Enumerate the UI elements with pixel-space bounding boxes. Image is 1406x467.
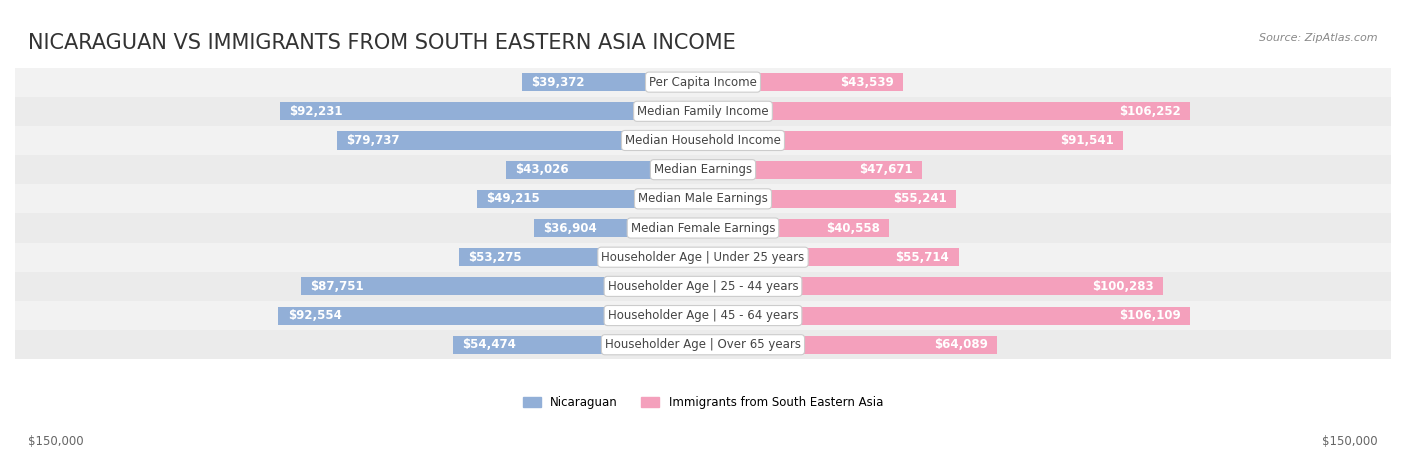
Text: $54,474: $54,474 xyxy=(463,338,516,351)
Bar xyxy=(301,277,703,296)
Text: $40,558: $40,558 xyxy=(825,221,880,234)
Text: Householder Age | Under 25 years: Householder Age | Under 25 years xyxy=(602,251,804,264)
Text: Per Capita Income: Per Capita Income xyxy=(650,76,756,89)
Text: $150,000: $150,000 xyxy=(1322,435,1378,448)
Bar xyxy=(15,301,1391,330)
Text: NICARAGUAN VS IMMIGRANTS FROM SOUTH EASTERN ASIA INCOME: NICARAGUAN VS IMMIGRANTS FROM SOUTH EAST… xyxy=(28,33,735,53)
Bar xyxy=(15,97,1391,126)
Bar xyxy=(703,161,922,179)
Bar xyxy=(15,126,1391,155)
Text: $43,539: $43,539 xyxy=(839,76,894,89)
Bar xyxy=(458,248,703,266)
Bar xyxy=(477,190,703,208)
Text: Median Household Income: Median Household Income xyxy=(626,134,780,147)
Bar xyxy=(15,272,1391,301)
Text: Median Family Income: Median Family Income xyxy=(637,105,769,118)
Text: Median Female Earnings: Median Female Earnings xyxy=(631,221,775,234)
Text: $87,751: $87,751 xyxy=(309,280,363,293)
Legend: Nicaraguan, Immigrants from South Eastern Asia: Nicaraguan, Immigrants from South Easter… xyxy=(519,391,887,414)
Bar xyxy=(703,306,1189,325)
Bar xyxy=(15,68,1391,97)
Text: $53,275: $53,275 xyxy=(468,251,522,264)
Text: $106,252: $106,252 xyxy=(1119,105,1181,118)
Bar xyxy=(453,336,703,354)
Text: $55,714: $55,714 xyxy=(896,251,949,264)
Text: $79,737: $79,737 xyxy=(346,134,399,147)
Bar xyxy=(703,219,889,237)
Text: $64,089: $64,089 xyxy=(934,338,988,351)
Bar xyxy=(703,336,997,354)
Text: $55,241: $55,241 xyxy=(893,192,948,205)
Text: $150,000: $150,000 xyxy=(28,435,84,448)
Bar xyxy=(534,219,703,237)
Text: $91,541: $91,541 xyxy=(1060,134,1114,147)
Text: Householder Age | 45 - 64 years: Householder Age | 45 - 64 years xyxy=(607,309,799,322)
Text: $47,671: $47,671 xyxy=(859,163,912,176)
Text: $100,283: $100,283 xyxy=(1092,280,1154,293)
Text: $39,372: $39,372 xyxy=(531,76,585,89)
Bar xyxy=(337,131,703,149)
Text: $49,215: $49,215 xyxy=(486,192,540,205)
Bar xyxy=(703,248,959,266)
Text: Median Male Earnings: Median Male Earnings xyxy=(638,192,768,205)
Bar xyxy=(703,190,956,208)
Text: $92,554: $92,554 xyxy=(288,309,342,322)
Bar xyxy=(15,330,1391,359)
Bar xyxy=(703,102,1191,120)
Text: $36,904: $36,904 xyxy=(543,221,596,234)
Bar xyxy=(15,155,1391,184)
Bar xyxy=(280,102,703,120)
Bar xyxy=(15,213,1391,243)
Bar xyxy=(15,243,1391,272)
Bar xyxy=(278,306,703,325)
Text: $106,109: $106,109 xyxy=(1119,309,1181,322)
Text: Householder Age | Over 65 years: Householder Age | Over 65 years xyxy=(605,338,801,351)
Bar xyxy=(523,73,703,91)
Text: $43,026: $43,026 xyxy=(515,163,568,176)
Bar xyxy=(506,161,703,179)
Bar xyxy=(15,184,1391,213)
Bar xyxy=(703,277,1163,296)
Text: Householder Age | 25 - 44 years: Householder Age | 25 - 44 years xyxy=(607,280,799,293)
Text: Source: ZipAtlas.com: Source: ZipAtlas.com xyxy=(1260,33,1378,42)
Text: $92,231: $92,231 xyxy=(290,105,343,118)
Bar xyxy=(703,131,1123,149)
Bar xyxy=(703,73,903,91)
Text: Median Earnings: Median Earnings xyxy=(654,163,752,176)
